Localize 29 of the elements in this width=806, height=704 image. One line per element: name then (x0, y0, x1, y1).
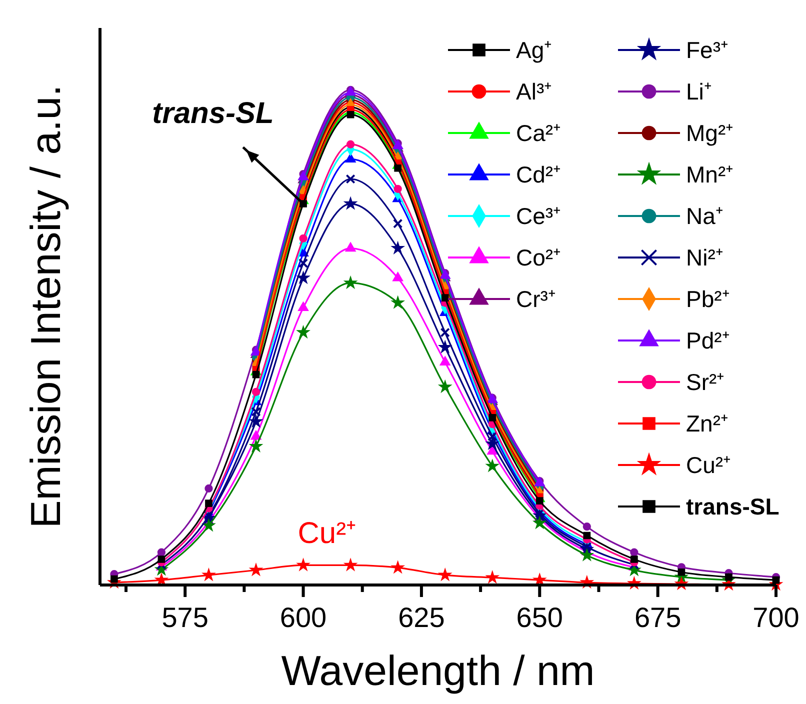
legend-label: Ag⁺ (516, 37, 552, 63)
annotation: trans-SL (152, 97, 274, 130)
x-tick-label: 600 (280, 602, 327, 633)
x-tick-label: 575 (162, 602, 208, 633)
legend-label: Li⁺ (686, 78, 712, 104)
x-axis-title: Wavelength / nm (281, 647, 595, 694)
legend-label: trans-SL (686, 494, 780, 520)
legend-label: Sr²⁺ (686, 369, 725, 395)
legend-label: Na⁺ (686, 203, 724, 229)
x-tick-label: 650 (516, 602, 563, 633)
x-tick-label: 625 (398, 602, 445, 633)
legend-label: Cd²⁺ (516, 162, 562, 188)
legend-label: Cr³⁺ (516, 286, 556, 312)
annotation: Cu²⁺ (298, 517, 356, 550)
legend-label: Mn²⁺ (686, 162, 734, 188)
legend-label: Pd²⁺ (686, 328, 730, 354)
legend-label: Ca²⁺ (516, 120, 562, 146)
x-tick-label: 675 (634, 602, 682, 633)
legend-label: Cu²⁺ (686, 452, 732, 478)
y-axis-title: Emission Intensity / a.u. (22, 84, 69, 528)
legend-label: Ce³⁺ (516, 203, 562, 229)
legend-label: Al³⁺ (516, 78, 552, 104)
legend-label: Pb²⁺ (686, 286, 730, 312)
legend-label: Fe³⁺ (686, 37, 728, 63)
x-tick-label: 700 (752, 602, 800, 633)
legend-label: Ni²⁺ (686, 244, 724, 270)
legend-label: Mg²⁺ (686, 120, 734, 146)
legend-label: Co²⁺ (516, 244, 562, 270)
legend-label: Zn²⁺ (686, 410, 728, 436)
